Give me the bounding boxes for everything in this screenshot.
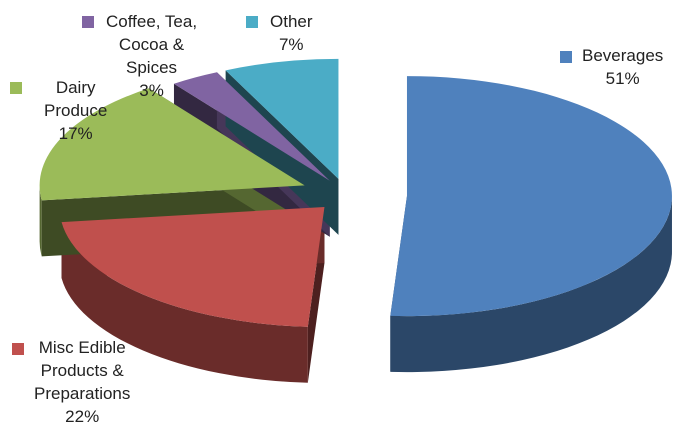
slice-side-beverages <box>390 196 672 373</box>
label-dairy-pct: 17% <box>58 124 93 143</box>
label-other-pct: 7% <box>278 35 304 54</box>
label-coffee-line2: Cocoa & <box>118 35 185 54</box>
slice-dairy-produce <box>39 88 305 201</box>
label-beverages-name: Beverages <box>582 46 664 65</box>
label-dairy-line1: Dairy <box>55 78 96 97</box>
label-dairy: Dairy Produce 17% <box>4 76 107 145</box>
label-misc: Misc Edible Products & Preparations 22% <box>4 336 130 428</box>
legend-key-other <box>246 16 258 28</box>
slice-other <box>225 58 339 179</box>
slice-coffee-tea-cocoa-spices <box>173 72 330 181</box>
label-other-name: Other <box>270 12 313 31</box>
slice-side-misc-edible-products-preparations <box>61 222 308 383</box>
label-coffee-line3: Spices <box>126 58 178 77</box>
label-beverages-pct: 51% <box>605 69 640 88</box>
slice-misc-edible-products-preparations <box>61 207 325 327</box>
label-misc-line2: Products & <box>40 361 124 380</box>
label-misc-line3: Preparations <box>34 384 131 403</box>
label-misc-pct: 22% <box>65 407 100 426</box>
legend-key-misc <box>12 343 24 355</box>
legend-key-dairy <box>10 82 22 94</box>
label-beverages: Beverages 51% <box>556 44 663 90</box>
slice-beverages <box>390 76 672 317</box>
label-coffee-line1: Coffee, Tea, <box>106 12 198 31</box>
label-misc-line1: Misc Edible <box>38 338 126 357</box>
label-coffee: Coffee, Tea, Cocoa & Spices 3% <box>82 10 197 102</box>
slice-side-dairy-produce <box>39 185 42 257</box>
legend-key-beverages <box>560 51 572 63</box>
label-other: Other 7% <box>244 10 313 56</box>
label-dairy-line2: Produce <box>44 101 108 120</box>
legend-key-coffee <box>82 16 94 28</box>
label-coffee-pct: 3% <box>139 81 164 100</box>
